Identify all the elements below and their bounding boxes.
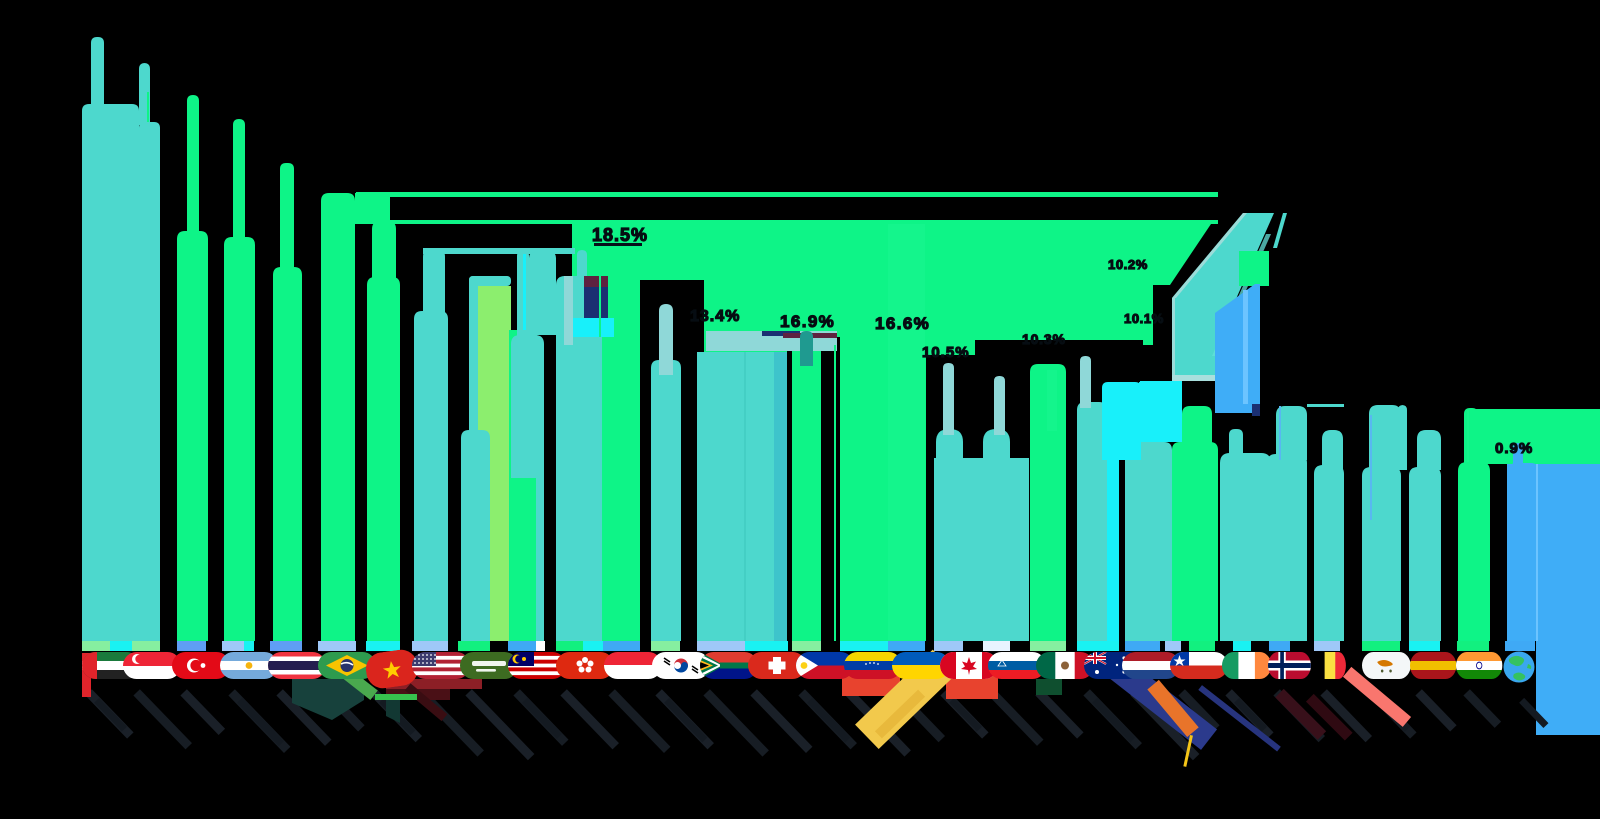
svg-text:10.3%: 10.3% (1022, 331, 1066, 347)
svg-text:16.6%: 16.6% (875, 314, 930, 333)
svg-text:16.9%: 16.9% (780, 312, 835, 331)
svg-text:10.5%: 10.5% (922, 344, 970, 361)
svg-text:10.2%: 10.2% (1108, 257, 1148, 272)
svg-text:10.1%: 10.1% (1124, 311, 1164, 326)
svg-text:0.9%: 0.9% (1495, 440, 1533, 457)
svg-text:18.5%: 18.5% (592, 225, 648, 245)
svg-text:13.4%: 13.4% (690, 308, 740, 325)
